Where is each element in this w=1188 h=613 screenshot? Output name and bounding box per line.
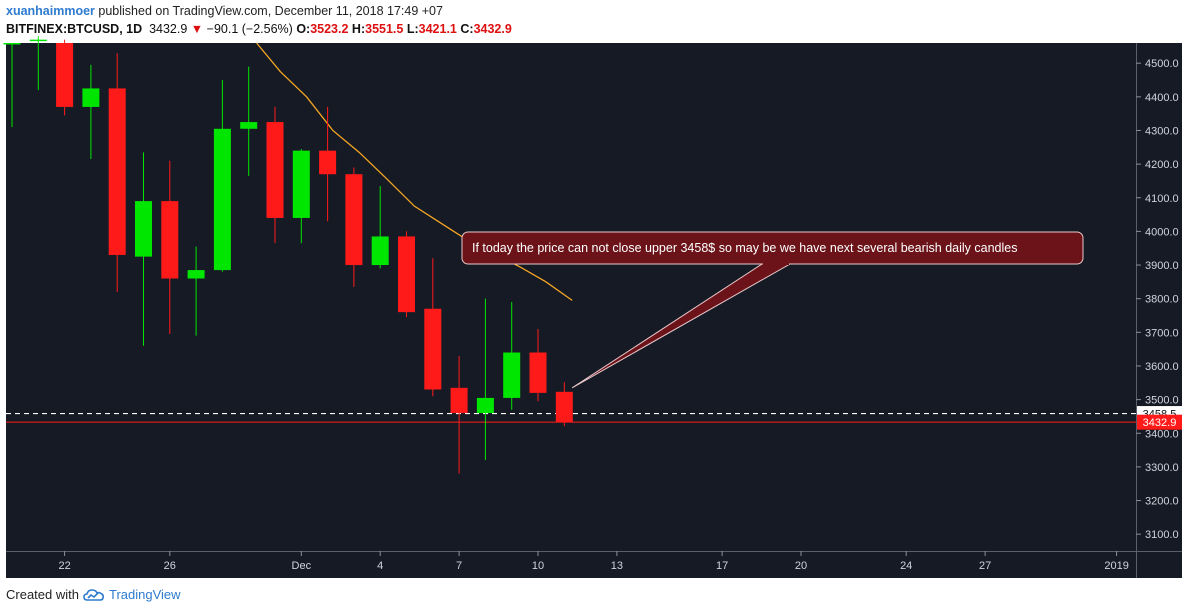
bearish-candle[interactable] — [529, 328, 547, 402]
bullish-candle[interactable] — [187, 246, 205, 336]
y-tick-label: 3300.0 — [1145, 462, 1179, 474]
candle-body — [135, 201, 152, 257]
candle-body — [503, 352, 521, 398]
candle-body — [424, 308, 442, 390]
close-value: 3432.9 — [473, 22, 512, 36]
candle-body — [56, 43, 74, 107]
y-tick-label: 3500.0 — [1145, 395, 1179, 407]
brand-link[interactable]: TradingView — [108, 587, 181, 602]
bearish-candle[interactable] — [108, 53, 126, 292]
x-tick-label: 26 — [164, 560, 176, 572]
bullish-candle[interactable] — [503, 302, 521, 410]
x-tick-label: 24 — [900, 560, 912, 572]
candle-body — [29, 39, 47, 42]
candle-body — [319, 150, 337, 175]
bearish-candle[interactable] — [424, 258, 442, 397]
candle-body — [240, 122, 258, 129]
created-with-text: Created with — [6, 587, 79, 602]
candle-body — [213, 128, 231, 271]
publish-text: published on TradingView.com, December 1… — [94, 4, 443, 18]
annotation-text: If today the price can not close upper 3… — [472, 241, 1017, 255]
bearish-candle[interactable] — [56, 39, 74, 116]
y-tick-label: 3900.0 — [1145, 260, 1179, 272]
open-label: O: — [296, 22, 311, 36]
bearish-candle[interactable] — [319, 106, 337, 222]
bullish-candle[interactable] — [29, 36, 47, 91]
y-tick-label: 3700.0 — [1145, 327, 1179, 339]
bullish-candle[interactable] — [213, 80, 231, 272]
candle-body — [476, 397, 494, 414]
y-tick-label: 3600.0 — [1145, 361, 1179, 373]
open-value: 3523.2 — [310, 22, 349, 36]
y-tick-label: 4200.0 — [1145, 159, 1179, 171]
bullish-candle[interactable] — [82, 64, 100, 160]
low-label: L: — [406, 22, 419, 36]
y-tick-label: 4300.0 — [1145, 125, 1179, 137]
y-tick-label: 4000.0 — [1145, 226, 1179, 238]
bearish-candle[interactable] — [450, 355, 468, 474]
moving-average-line — [256, 42, 573, 301]
bearish-candle[interactable] — [266, 106, 284, 244]
high-label: H: — [351, 22, 366, 36]
bearish-candle[interactable] — [555, 382, 573, 427]
price-change: −90.1 (−2.56%) — [206, 22, 293, 36]
x-tick-label: 17 — [716, 560, 728, 572]
plot-background — [6, 43, 1182, 578]
candle-body — [161, 201, 179, 279]
candle-body — [345, 174, 363, 266]
bullish-candle[interactable] — [476, 298, 494, 461]
bullish-candle[interactable] — [292, 148, 310, 244]
y-tick-label: 4500.0 — [1145, 58, 1179, 70]
candle-body — [555, 391, 573, 423]
publish-info: xuanhaimmoer published on TradingView.co… — [6, 4, 443, 18]
y-tick-label: 3100.0 — [1145, 529, 1179, 541]
x-tick-label: 13 — [611, 560, 623, 572]
candle-body — [266, 122, 284, 218]
symbol-label: BITFINEX:BTCUSD, 1D — [6, 22, 143, 36]
high-value: 3551.5 — [365, 22, 404, 36]
x-tick-label: Dec — [292, 560, 312, 572]
candle-body — [82, 88, 100, 107]
bearish-candle[interactable] — [345, 167, 363, 287]
y-tick-label: 3400.0 — [1145, 428, 1179, 440]
author-name[interactable]: xuanhaimmoer — [6, 4, 95, 18]
candle-body — [529, 352, 547, 393]
bearish-candle[interactable] — [398, 231, 415, 318]
bullish-candle[interactable] — [3, 43, 21, 128]
x-tick-label: 4 — [377, 560, 383, 572]
candle-body — [398, 236, 415, 313]
x-tick-label: 2019 — [1104, 560, 1128, 572]
close-label: C: — [460, 22, 474, 36]
bullish-candle[interactable] — [135, 152, 152, 346]
tradingview-cloud-icon — [83, 588, 105, 601]
last-price-tag — [1137, 414, 1182, 430]
y-tick-label: 3200.0 — [1145, 496, 1179, 508]
candle-body — [3, 43, 21, 45]
ohlc-legend: BITFINEX:BTCUSD, 1D 3432.9 ▼ −90.1 (−2.5… — [6, 22, 512, 36]
x-tick-label: 7 — [456, 560, 462, 572]
x-tick-label: 27 — [979, 560, 991, 572]
candle-body — [292, 150, 310, 218]
x-tick-label: 22 — [58, 560, 70, 572]
candle-body — [371, 236, 389, 266]
x-tick-label: 10 — [532, 560, 544, 572]
candle-body — [450, 387, 468, 414]
price-tag-label: 3432.9 — [1143, 417, 1177, 429]
bearish-candle[interactable] — [161, 160, 179, 335]
y-tick-label: 4400.0 — [1145, 92, 1179, 104]
y-tick-label: 3800.0 — [1145, 294, 1179, 306]
bullish-candle[interactable] — [240, 66, 258, 176]
down-arrow-icon: ▼ — [190, 22, 204, 36]
candle-body — [187, 270, 205, 279]
x-tick-label: 20 — [795, 560, 807, 572]
low-value: 3421.1 — [418, 22, 457, 36]
candle-body — [108, 88, 126, 255]
y-tick-label: 4100.0 — [1145, 193, 1179, 205]
last-price: 3432.9 — [149, 22, 188, 36]
footer: Created with TradingView — [6, 587, 181, 602]
bullish-candle[interactable] — [371, 185, 389, 269]
